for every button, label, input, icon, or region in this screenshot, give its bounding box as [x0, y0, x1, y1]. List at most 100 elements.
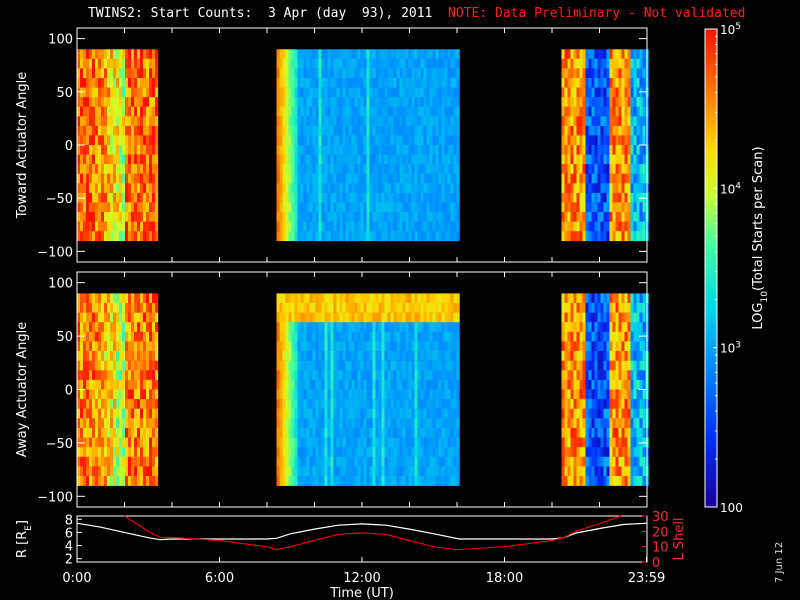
- heatmap-cell: [110, 351, 114, 361]
- heatmap-cell: [606, 49, 610, 60]
- heatmap-cell: [585, 87, 589, 98]
- heatmap-cell: [576, 351, 580, 361]
- heatmap-cell: [600, 389, 604, 400]
- heatmap-cell: [333, 106, 337, 117]
- heatmap-cell: [324, 58, 328, 69]
- heatmap-cell: [453, 58, 457, 69]
- heatmap-cell: [627, 78, 631, 88]
- heatmap-cell: [336, 183, 340, 194]
- heatmap-cell: [408, 428, 412, 438]
- heatmap-cell: [576, 303, 580, 313]
- heatmap-cell: [453, 476, 457, 486]
- heatmap-cell: [342, 341, 346, 352]
- heatmap-cell: [609, 106, 613, 117]
- heatmap-cell: [603, 164, 607, 174]
- heatmap-cell: [423, 389, 427, 400]
- heatmap-cell: [83, 212, 87, 222]
- plot-title: TWINS2: Start Counts: 3 Apr (day 93), 20…: [88, 6, 745, 21]
- heatmap-cell: [561, 192, 565, 203]
- heatmap-cell: [456, 97, 460, 107]
- heatmap-cell: [642, 183, 646, 194]
- heatmap-cell: [414, 145, 418, 155]
- heatmap-cell: [606, 399, 610, 409]
- heatmap-cell: [279, 49, 283, 60]
- heatmap-cell: [636, 408, 640, 419]
- heatmap-cell: [146, 97, 150, 107]
- heatmap-cell: [300, 231, 304, 242]
- heatmap-cell: [318, 360, 322, 371]
- heatmap-cell: [297, 476, 301, 486]
- heatmap-cell: [636, 370, 640, 381]
- heatmap-cell: [402, 202, 406, 213]
- heatmap-cell: [324, 202, 328, 213]
- heatmap-cell: [363, 351, 367, 361]
- heatmap-cell: [411, 379, 415, 390]
- heatmap-cell: [330, 183, 334, 194]
- heatmap-cell: [567, 418, 571, 429]
- heatmap-cell: [110, 154, 114, 165]
- heatmap-cell: [585, 49, 589, 60]
- heatmap-cell: [387, 58, 391, 69]
- heatmap-cell: [600, 351, 604, 361]
- y-tick-label: −50: [46, 192, 73, 207]
- heatmap-cell: [306, 370, 310, 381]
- heatmap-cell: [399, 164, 403, 174]
- heatmap-cell: [155, 379, 159, 390]
- heatmap-cell: [321, 456, 325, 467]
- heatmap-cell: [585, 221, 589, 232]
- heatmap-cell: [345, 173, 349, 184]
- heatmap-cell: [444, 456, 448, 467]
- heatmap-cell: [101, 49, 105, 60]
- heatmap-cell: [642, 447, 646, 458]
- heatmap-cell: [155, 322, 159, 333]
- heatmap-cell: [378, 212, 382, 222]
- heatmap-cell: [636, 466, 640, 477]
- heatmap-cell: [402, 145, 406, 155]
- heatmap-cell: [324, 370, 328, 381]
- heatmap-cell: [86, 437, 90, 448]
- heatmap-cell: [282, 360, 286, 371]
- heatmap-cell: [366, 87, 370, 98]
- heatmap-cell: [591, 370, 595, 381]
- heatmap-cell: [375, 231, 379, 242]
- heatmap-cell: [573, 370, 577, 381]
- heatmap-cell: [414, 428, 418, 438]
- heatmap-cell: [612, 379, 616, 390]
- heatmap-cell: [606, 116, 610, 127]
- heatmap-cell: [627, 173, 631, 184]
- heatmap-cell: [116, 212, 120, 222]
- heatmap-cell: [594, 78, 598, 88]
- heatmap-cell: [447, 78, 451, 88]
- heatmap-cell: [636, 360, 640, 371]
- heatmap-cell: [321, 183, 325, 194]
- heatmap-cell: [110, 49, 114, 60]
- heatmap-cell: [285, 221, 289, 232]
- heatmap-cell: [387, 370, 391, 381]
- heatmap-cell: [354, 68, 358, 79]
- heatmap-cell: [579, 135, 583, 146]
- heatmap-cell: [119, 183, 123, 194]
- heatmap-cell: [321, 408, 325, 419]
- heatmap-cell: [342, 447, 346, 458]
- heatmap-cell: [345, 437, 349, 448]
- heatmap-cell: [303, 78, 307, 88]
- heatmap-cell: [110, 202, 114, 213]
- heatmap-cell: [303, 331, 307, 342]
- heatmap-cell: [321, 49, 325, 60]
- heatmap-cell: [453, 370, 457, 381]
- heatmap-cell: [119, 341, 123, 352]
- heatmap-cell: [131, 164, 135, 174]
- heatmap-cell: [354, 145, 358, 155]
- heatmap-cell: [615, 116, 619, 127]
- heatmap-cell: [318, 192, 322, 203]
- heatmap-cell: [309, 408, 313, 419]
- heatmap-cell: [327, 370, 331, 381]
- heatmap-cell: [318, 183, 322, 194]
- heatmap-cell: [342, 408, 346, 419]
- heatmap-cell: [119, 87, 123, 98]
- heatmap-cell: [393, 135, 397, 146]
- heatmap-cell: [282, 183, 286, 194]
- heatmap-cell: [354, 370, 358, 381]
- heatmap-cell: [276, 106, 280, 117]
- heatmap-cell: [573, 456, 577, 467]
